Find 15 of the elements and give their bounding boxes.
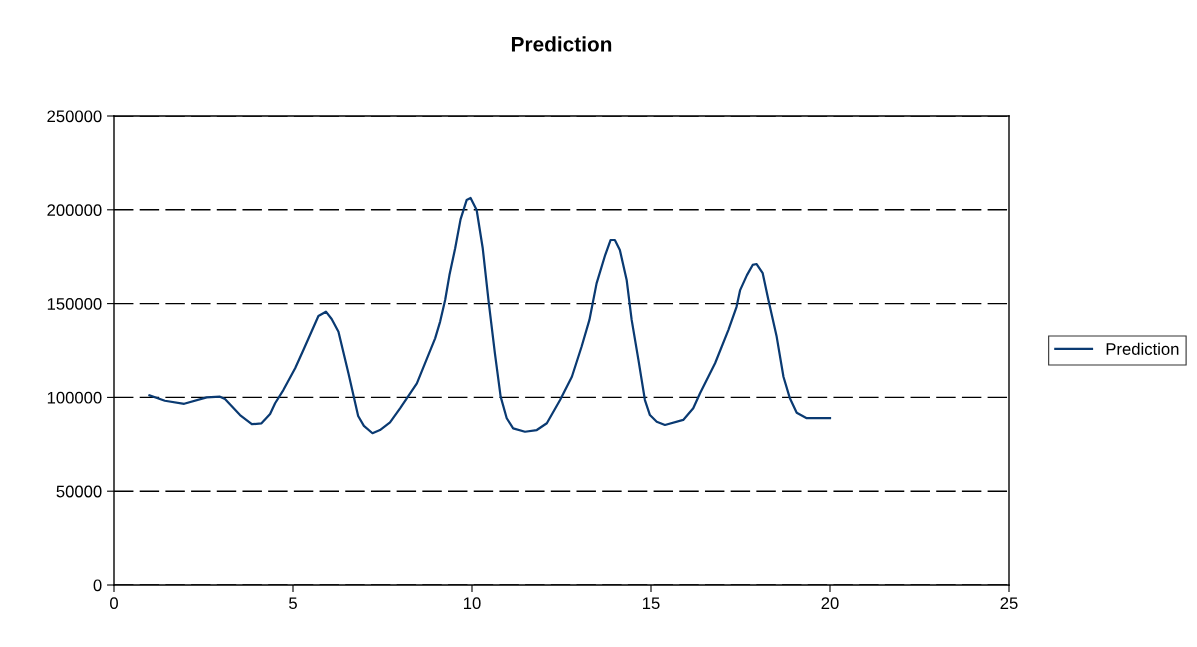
y-tick-label: 50000 xyxy=(56,485,102,498)
x-tick-label: 20 xyxy=(821,597,839,610)
x-tick-label: 25 xyxy=(1000,597,1018,610)
x-tick-label: 5 xyxy=(289,597,297,610)
line-series xyxy=(148,196,832,435)
chart-title: Prediction xyxy=(511,36,612,52)
y-tick-label: 150000 xyxy=(47,298,102,310)
x-tick-label: 15 xyxy=(643,597,660,610)
y-tick-label: 100000 xyxy=(47,391,102,404)
y-tick-label: 250000 xyxy=(47,110,102,123)
legend-label: Prediction xyxy=(1106,342,1179,355)
y-tick-label: 200000 xyxy=(47,204,102,216)
x-tick-label: 0 xyxy=(110,597,118,610)
y-tick-label: 0 xyxy=(93,579,102,592)
x-tick-label: 10 xyxy=(464,597,481,610)
